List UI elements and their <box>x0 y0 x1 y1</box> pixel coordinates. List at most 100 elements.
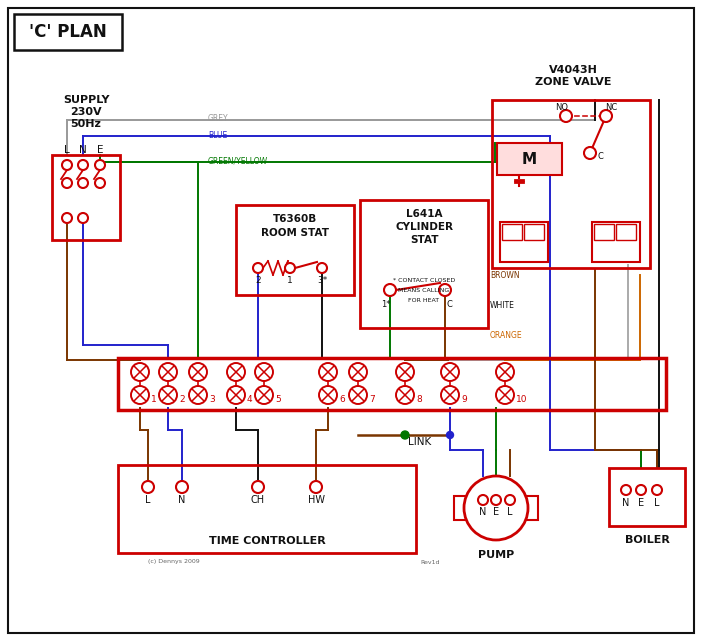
Text: BROWN: BROWN <box>490 271 519 279</box>
Text: CYLINDER: CYLINDER <box>395 222 453 232</box>
Circle shape <box>95 178 105 188</box>
Text: 3*: 3* <box>317 276 327 285</box>
Text: LINK: LINK <box>409 437 432 447</box>
Text: L: L <box>145 495 151 505</box>
Text: 8: 8 <box>416 395 422 404</box>
Text: C: C <box>446 299 452 308</box>
Circle shape <box>439 284 451 296</box>
Bar <box>118 465 416 553</box>
Circle shape <box>636 485 646 495</box>
Bar <box>118 358 666 410</box>
Bar <box>524 224 544 240</box>
Text: ROOM STAT: ROOM STAT <box>261 228 329 238</box>
Bar <box>594 224 614 240</box>
Text: CH: CH <box>251 495 265 505</box>
Text: N: N <box>479 507 486 517</box>
Bar <box>609 468 685 526</box>
Circle shape <box>131 363 149 381</box>
Circle shape <box>142 481 154 493</box>
Bar <box>236 205 354 295</box>
Bar <box>592 222 640 262</box>
Circle shape <box>584 147 596 159</box>
Text: STAT: STAT <box>410 235 438 245</box>
Circle shape <box>78 160 88 170</box>
Circle shape <box>252 481 264 493</box>
Bar <box>492 100 650 268</box>
Text: 9: 9 <box>461 395 467 404</box>
Circle shape <box>62 160 72 170</box>
Circle shape <box>176 481 188 493</box>
Text: * CONTACT CLOSED: * CONTACT CLOSED <box>393 278 455 283</box>
Circle shape <box>319 363 337 381</box>
Text: 3: 3 <box>209 395 215 404</box>
Text: MEANS CALLING: MEANS CALLING <box>398 288 449 292</box>
Text: N: N <box>79 145 87 155</box>
Bar <box>616 224 636 240</box>
Text: FOR HEAT: FOR HEAT <box>409 297 439 303</box>
Text: 2: 2 <box>256 276 261 285</box>
Circle shape <box>560 110 572 122</box>
Circle shape <box>505 495 515 505</box>
Circle shape <box>255 386 273 404</box>
Text: SUPPLY: SUPPLY <box>62 95 110 105</box>
Text: T6360B: T6360B <box>273 214 317 224</box>
Circle shape <box>478 495 488 505</box>
Circle shape <box>159 386 177 404</box>
Text: N: N <box>178 495 186 505</box>
Circle shape <box>441 386 459 404</box>
Text: V4043H: V4043H <box>548 65 597 75</box>
Bar <box>500 222 548 262</box>
Bar <box>52 155 120 240</box>
Text: 2: 2 <box>179 395 185 404</box>
Circle shape <box>255 363 273 381</box>
Text: 1: 1 <box>287 276 293 285</box>
Text: BOILER: BOILER <box>625 535 670 545</box>
Circle shape <box>62 178 72 188</box>
Circle shape <box>349 363 367 381</box>
Text: WHITE: WHITE <box>490 301 515 310</box>
Text: 1*: 1* <box>381 299 391 308</box>
Bar <box>497 143 562 175</box>
Circle shape <box>189 363 207 381</box>
Circle shape <box>253 263 263 273</box>
Circle shape <box>496 386 514 404</box>
Bar <box>502 224 522 240</box>
Text: NO: NO <box>555 103 569 112</box>
Circle shape <box>446 431 453 438</box>
Bar <box>454 496 466 520</box>
Circle shape <box>95 160 105 170</box>
Text: L: L <box>64 145 70 155</box>
Text: HW: HW <box>307 495 324 505</box>
Text: E: E <box>97 145 103 155</box>
Text: E: E <box>493 507 499 517</box>
Text: L: L <box>508 507 512 517</box>
Text: NC: NC <box>605 103 617 112</box>
Text: 4: 4 <box>247 395 253 404</box>
Circle shape <box>317 263 327 273</box>
Text: BLUE: BLUE <box>208 131 227 140</box>
Circle shape <box>227 386 245 404</box>
Circle shape <box>159 363 177 381</box>
Circle shape <box>396 386 414 404</box>
Text: 6: 6 <box>339 395 345 404</box>
Circle shape <box>319 386 337 404</box>
Bar <box>14 14 122 50</box>
Text: 5: 5 <box>275 395 281 404</box>
Text: (c) Dennys 2009: (c) Dennys 2009 <box>148 560 200 565</box>
Text: N: N <box>622 498 630 508</box>
Circle shape <box>621 485 631 495</box>
Text: 7: 7 <box>369 395 375 404</box>
Circle shape <box>441 363 459 381</box>
Circle shape <box>349 386 367 404</box>
Bar <box>360 200 488 328</box>
Circle shape <box>652 485 662 495</box>
Circle shape <box>62 213 72 223</box>
Circle shape <box>78 178 88 188</box>
Circle shape <box>131 386 149 404</box>
Text: ZONE VALVE: ZONE VALVE <box>535 77 611 87</box>
Text: M: M <box>522 151 537 167</box>
Text: C: C <box>597 151 603 160</box>
Text: ORANGE: ORANGE <box>490 331 522 340</box>
Circle shape <box>310 481 322 493</box>
Circle shape <box>285 263 295 273</box>
